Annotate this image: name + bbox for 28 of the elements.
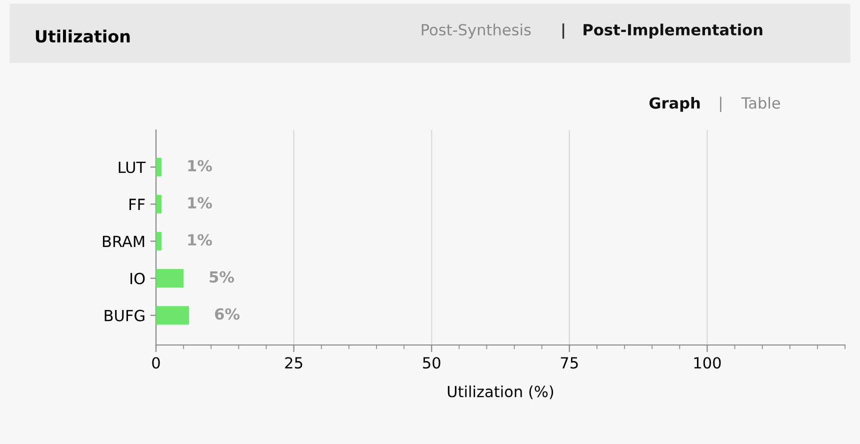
text: Table: [741, 96, 780, 109]
bar: [156, 269, 184, 288]
x-tick-label: 0: [152, 357, 160, 369]
data-label: 5%: [210, 271, 234, 283]
data-label: 1%: [188, 234, 212, 246]
chart-title: Utilization: [36, 30, 130, 43]
x-axis-title: Utilization (%): [448, 385, 554, 400]
x-tick-label: 100: [694, 357, 721, 369]
y-tick-label: BUFG: [104, 310, 144, 322]
text: |: [562, 23, 564, 39]
y-tick-label: LUT: [118, 162, 146, 174]
bar: [156, 194, 162, 214]
text: |: [720, 96, 722, 112]
y-tick-label: IO: [130, 272, 145, 284]
bar: [156, 306, 190, 325]
bar: [156, 232, 162, 250]
bar: [156, 158, 162, 176]
x-tick-label: 50: [423, 357, 440, 369]
x-tick-label: 25: [285, 357, 302, 369]
y-tick-label: FF: [130, 198, 145, 210]
x-tick-label: 75: [560, 357, 578, 369]
y-tick-label: BRAM: [102, 236, 144, 248]
text: Post-Synthesis: [422, 24, 531, 38]
data-label: 1%: [188, 160, 212, 172]
data-label: 6%: [215, 308, 240, 320]
data-label: 1%: [188, 197, 212, 209]
text: Post-Implementation: [584, 24, 762, 38]
text: Graph: [649, 96, 700, 112]
